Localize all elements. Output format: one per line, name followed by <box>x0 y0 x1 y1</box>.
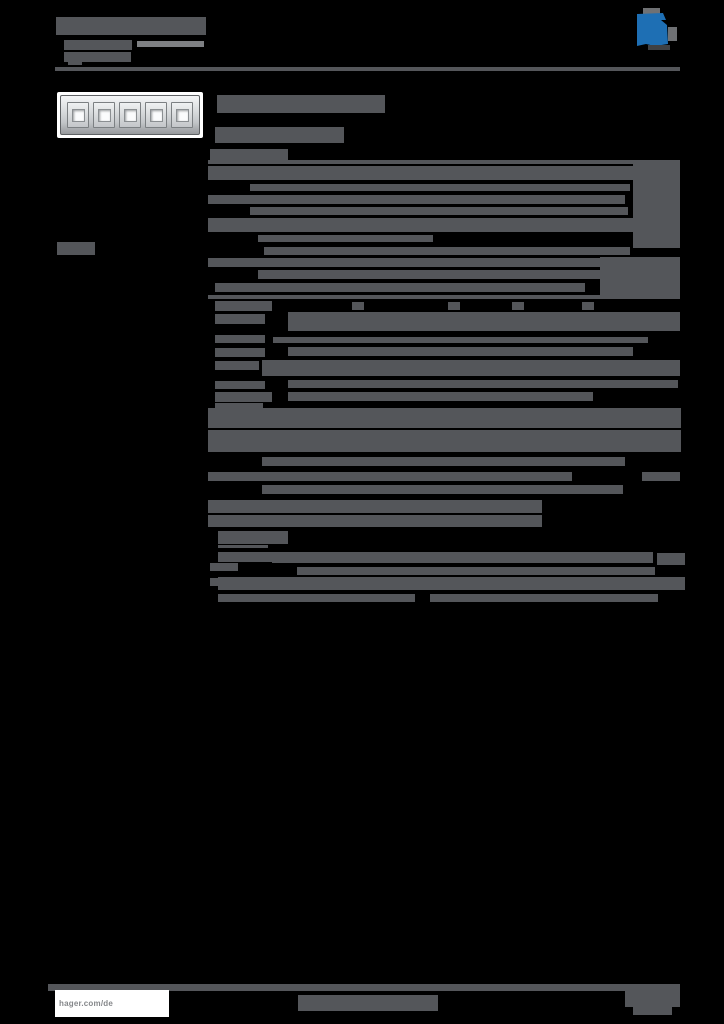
redacted-footnotes-bar <box>297 567 655 575</box>
redacted-properties2-bar <box>262 485 623 494</box>
redacted-properties-bar <box>288 347 633 356</box>
frame-module-cutout <box>123 108 137 122</box>
redacted-properties-bar <box>352 302 364 310</box>
redacted-properties-bar <box>288 312 680 331</box>
redacted-product-title-bar <box>215 127 344 143</box>
redacted-properties-bar <box>215 348 265 357</box>
redacted-footer-bar <box>298 995 438 1011</box>
product-photo <box>57 92 203 138</box>
redacted-description-bar <box>633 163 680 248</box>
frame-module-opening <box>145 102 167 128</box>
redacted-properties-bar <box>582 302 594 310</box>
redacted-properties-bar <box>215 335 265 343</box>
redacted-header-bar <box>64 40 132 50</box>
redacted-description-bar <box>208 258 630 267</box>
redacted-properties-bar <box>262 360 680 376</box>
redacted-properties-bar <box>215 301 272 311</box>
redacted-properties-bar <box>448 302 460 310</box>
redacted-properties-bar <box>512 302 524 310</box>
redacted-header-bar <box>56 17 206 35</box>
footer-website-box[interactable]: hager.com/de <box>55 990 169 1017</box>
redacted-footnotes-bar <box>218 594 415 602</box>
redacted-description-bar <box>250 207 628 215</box>
frame-module-opening <box>171 102 193 128</box>
redacted-description-bar <box>215 283 585 292</box>
redacted-description-bar <box>258 235 433 242</box>
redacted-properties2-bar <box>642 472 680 481</box>
redacted-footer-bar <box>633 1007 672 1015</box>
redacted-properties-bar <box>215 361 259 370</box>
redacted-description-bar <box>250 184 630 191</box>
redacted-header-bar <box>137 41 204 47</box>
redacted-footnotes-bar <box>272 552 653 563</box>
redacted-properties-bar <box>215 392 272 402</box>
redacted-properties2-bar <box>208 472 572 481</box>
redacted-description-bar <box>210 149 288 160</box>
redacted-properties2-bar <box>208 430 681 452</box>
redacted-footnotes-bar <box>218 577 685 590</box>
redacted-footnotes-bar <box>218 545 268 548</box>
redacted-properties-bar <box>215 381 265 389</box>
redacted-margin-label-bar <box>57 242 95 255</box>
redacted-description-bar <box>264 247 630 255</box>
redacted-description-bar <box>258 270 623 279</box>
redacted-properties2-bar <box>215 403 263 412</box>
hager-logo-graphic <box>637 8 677 50</box>
frame-module-opening <box>119 102 141 128</box>
redacted-description-bar <box>208 160 680 164</box>
redacted-properties2-bar <box>208 408 681 428</box>
redacted-footnotes-bar <box>218 552 272 562</box>
hager-logo-icon <box>634 8 678 55</box>
redacted-header-bar <box>68 61 82 65</box>
frame-module-cutout <box>97 108 111 122</box>
footer-website-link[interactable]: hager.com/de <box>59 999 113 1008</box>
redacted-properties-bar <box>288 392 593 401</box>
redacted-properties-bar <box>215 314 265 324</box>
frame-module-cutout <box>149 108 163 122</box>
redacted-description-bar <box>208 166 633 180</box>
redacted-properties2-bar <box>208 500 542 513</box>
redacted-footnotes-bar <box>430 594 658 602</box>
frame-module-opening <box>67 102 89 128</box>
redacted-properties-bar <box>273 337 648 343</box>
switch-frame-5gang <box>60 95 200 135</box>
redacted-properties-bar <box>288 380 678 388</box>
frame-module-cutout <box>71 108 85 122</box>
redacted-footer-bar <box>48 984 680 991</box>
redacted-properties2-bar <box>262 457 625 466</box>
frame-module-cutout <box>175 108 189 122</box>
redacted-description-bar <box>208 195 625 204</box>
redacted-properties2-bar <box>208 515 542 527</box>
redacted-description-bar <box>208 218 633 232</box>
redacted-product-title-bar <box>217 95 385 113</box>
redacted-footnotes-bar <box>218 531 288 544</box>
redacted-footnotes-bar <box>657 553 685 565</box>
redacted-properties-bar <box>208 295 680 299</box>
frame-module-opening <box>93 102 115 128</box>
redacted-header-bar <box>64 52 131 62</box>
redacted-header-bar <box>55 67 680 71</box>
redacted-footer-bar <box>625 990 680 1007</box>
redacted-footnotes-bar <box>210 563 238 571</box>
